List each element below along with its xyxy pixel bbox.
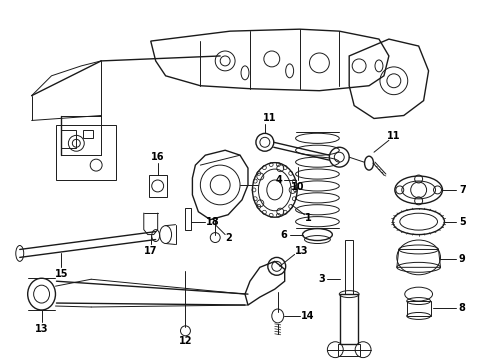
Text: 3: 3 (318, 274, 325, 284)
Bar (61, 130, 76, 148)
Text: 13: 13 (35, 324, 49, 334)
Text: 12: 12 (179, 336, 192, 346)
Text: 14: 14 (301, 311, 314, 321)
Bar (83, 130, 93, 138)
Bar (185, 208, 192, 230)
Text: 10: 10 (291, 182, 304, 192)
Text: 9: 9 (459, 255, 466, 264)
Text: 16: 16 (151, 152, 165, 162)
Text: 15: 15 (55, 269, 68, 279)
Text: 4: 4 (275, 175, 282, 185)
Text: 7: 7 (459, 185, 466, 195)
Bar (407, 301, 431, 316)
Bar (338, 344, 360, 356)
Text: 13: 13 (295, 247, 308, 256)
Text: 18: 18 (206, 217, 220, 227)
Bar (149, 175, 167, 197)
Text: 8: 8 (459, 303, 466, 313)
Text: 17: 17 (144, 247, 157, 256)
Bar (345, 239, 353, 294)
Text: 11: 11 (263, 113, 276, 123)
Text: 6: 6 (280, 230, 287, 239)
Bar (340, 294, 358, 344)
Text: 2: 2 (225, 233, 231, 243)
Text: 11: 11 (387, 131, 401, 141)
Text: 5: 5 (459, 217, 466, 227)
Text: 1: 1 (305, 213, 312, 223)
